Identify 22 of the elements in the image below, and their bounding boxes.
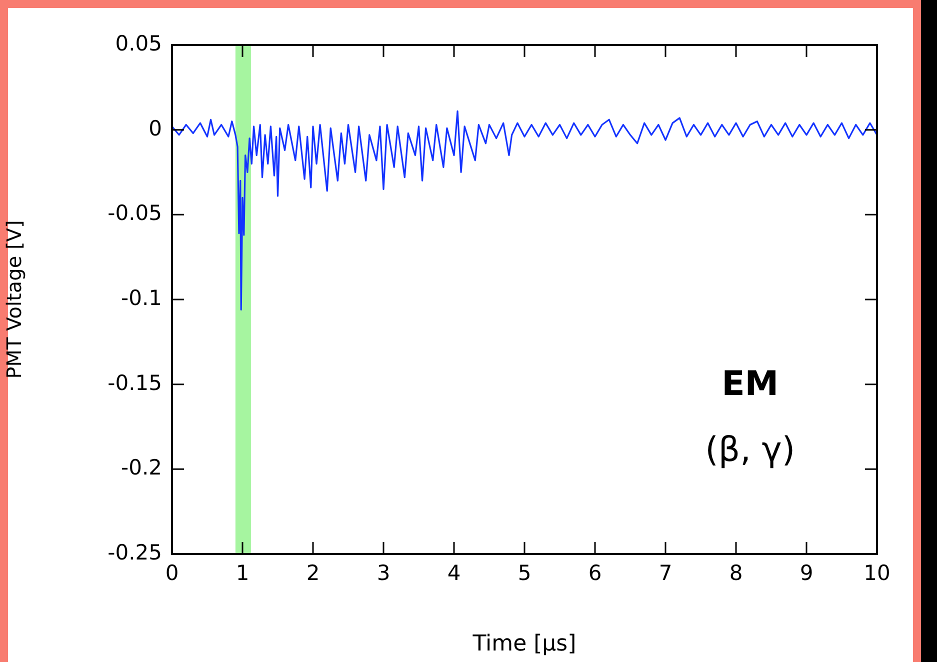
x-tick-label: 4 [447,561,461,586]
y-tick-label: -0.25 [108,540,162,564]
y-tick-label: 0 [148,116,162,140]
y-tick-label: -0.15 [108,370,162,395]
annotation: EM [722,364,779,404]
x-tick-label: 2 [306,561,320,586]
y-tick-label: -0.05 [108,201,162,226]
x-tick-label: 10 [864,561,890,586]
x-tick-label: 5 [518,561,532,586]
x-tick-label: 1 [236,561,250,586]
x-tick-label: 6 [588,561,602,586]
x-tick-label: 9 [800,561,814,586]
x-axis-title: Time [μs] [472,632,576,657]
y-tick-label: -0.2 [121,456,162,480]
annotation: (β, γ) [705,430,796,470]
x-tick-label: 3 [376,561,390,586]
x-tick-label: 0 [165,561,179,586]
y-tick-label: -0.1 [121,286,162,310]
y-axis-title: PMT Voltage [V] [2,220,26,379]
x-tick-label: 8 [729,561,743,586]
x-tick-label: 7 [658,561,672,586]
y-tick-label: 0.05 [115,31,162,56]
